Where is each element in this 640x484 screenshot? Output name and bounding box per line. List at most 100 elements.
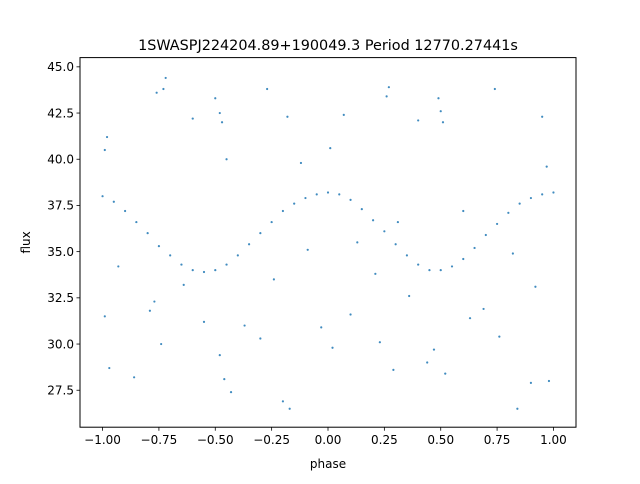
data-point xyxy=(374,272,377,275)
data-point xyxy=(281,209,285,213)
data-point xyxy=(529,381,533,384)
data-point xyxy=(428,269,431,272)
x-axis-ticks: −1.00 −0.75 −0.50 −0.25 0.00 0.25 0.50 0.75 1.00 xyxy=(84,427,567,447)
data-point xyxy=(320,326,323,329)
chart-title: 1SWASPJ224204.89+190049.3 Period 12770.2… xyxy=(138,38,518,54)
data-point xyxy=(191,269,194,272)
data-point xyxy=(259,232,262,235)
data-point xyxy=(468,317,472,320)
data-point xyxy=(417,263,420,266)
x-tick-label: 0.75 xyxy=(484,433,511,447)
data-point xyxy=(105,135,109,139)
data-point xyxy=(552,191,555,194)
y-tick-label: 32.5 xyxy=(47,291,74,305)
data-point xyxy=(103,148,106,152)
data-point xyxy=(507,211,510,214)
data-point xyxy=(272,278,275,281)
data-point xyxy=(169,254,172,257)
y-axis-ticks: 27.5 30.0 32.5 35.0 37.5 40.0 42.5 45.0 xyxy=(47,60,80,398)
data-point xyxy=(218,111,221,115)
x-tick-label: −0.25 xyxy=(253,433,290,447)
data-point xyxy=(214,97,217,100)
data-point xyxy=(444,372,447,375)
data-point xyxy=(392,368,395,372)
x-tick-label: 0.00 xyxy=(315,433,342,447)
data-point xyxy=(180,263,183,266)
x-tick-label: −1.00 xyxy=(84,433,121,447)
x-tick-label: −0.50 xyxy=(197,433,234,447)
data-point xyxy=(437,97,440,100)
x-tick-label: 0.25 xyxy=(371,433,398,447)
y-axis-label: flux xyxy=(19,231,33,253)
data-point xyxy=(286,115,289,118)
data-point xyxy=(247,243,251,246)
data-point xyxy=(394,243,397,246)
y-tick-label: 37.5 xyxy=(47,199,74,213)
y-tick-label: 45.0 xyxy=(47,60,74,74)
data-point xyxy=(541,115,544,118)
data-point xyxy=(164,76,167,80)
data-point xyxy=(266,87,269,91)
data-point xyxy=(218,354,221,357)
data-point xyxy=(243,324,246,327)
data-point xyxy=(426,361,429,364)
data-point xyxy=(378,341,381,344)
data-point xyxy=(518,202,521,205)
data-point xyxy=(153,300,156,303)
data-point xyxy=(383,230,386,233)
data-point xyxy=(220,121,224,124)
data-point xyxy=(133,376,136,379)
data-point xyxy=(108,366,111,370)
data-point xyxy=(482,307,485,311)
data-point xyxy=(338,193,341,196)
data-point xyxy=(534,285,537,288)
data-point xyxy=(493,87,496,91)
data-point xyxy=(484,233,487,237)
data-point xyxy=(229,390,233,394)
data-point xyxy=(439,269,442,272)
data-point xyxy=(259,337,262,340)
data-point xyxy=(160,342,163,346)
data-point xyxy=(293,202,296,205)
data-point xyxy=(103,315,106,318)
data-point xyxy=(225,263,228,266)
data-point xyxy=(112,200,115,203)
data-point xyxy=(511,252,514,255)
data-point xyxy=(191,117,194,120)
data-point xyxy=(202,320,206,323)
data-point xyxy=(462,209,465,213)
data-point xyxy=(304,196,307,200)
data-point xyxy=(162,87,165,91)
data-point xyxy=(473,246,476,250)
data-point xyxy=(299,161,303,165)
x-tick-label: 1.00 xyxy=(540,433,567,447)
data-point xyxy=(439,110,442,113)
data-point xyxy=(385,95,388,98)
data-point xyxy=(349,313,352,316)
data-point xyxy=(326,191,330,194)
data-point xyxy=(223,378,226,381)
data-point xyxy=(396,220,399,224)
data-point xyxy=(331,346,334,349)
data-point xyxy=(495,222,499,226)
data-point xyxy=(498,335,501,338)
data-point xyxy=(306,248,309,251)
y-tick-label: 35.0 xyxy=(47,245,74,259)
data-point xyxy=(315,193,318,196)
data-point xyxy=(547,379,551,383)
data-point xyxy=(214,269,217,272)
x-tick-label: 0.50 xyxy=(427,433,454,447)
data-point xyxy=(157,245,161,248)
x-axis-label: phase xyxy=(310,457,346,471)
data-point xyxy=(123,209,127,213)
data-point xyxy=(146,232,149,235)
data-point xyxy=(450,265,454,268)
data-point xyxy=(342,113,345,116)
data-point xyxy=(329,147,332,150)
data-point xyxy=(529,196,533,200)
data-point xyxy=(101,195,104,198)
data-point xyxy=(349,198,352,201)
data-point xyxy=(356,241,359,244)
data-point xyxy=(155,91,158,94)
